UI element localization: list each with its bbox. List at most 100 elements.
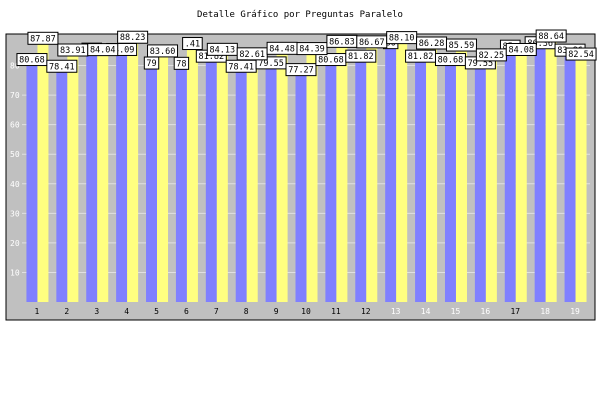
bar-series-2 (306, 52, 318, 303)
bar-series-2 (396, 41, 408, 303)
data-label: 81.82 (199, 52, 225, 62)
chart-title: Detalle Gráfico por Preguntas Paralelo (197, 10, 403, 20)
data-label-box (147, 44, 179, 58)
data-label-box (87, 43, 119, 57)
y-tick-label: 40 (10, 180, 20, 189)
data-label-box (345, 49, 377, 63)
bar-series-1 (355, 60, 367, 302)
data-label-box (117, 30, 149, 44)
bar-series-1 (564, 54, 576, 302)
data-label: 79 (146, 59, 156, 69)
bar-series-2 (426, 46, 438, 303)
x-tick-label: 7 (214, 307, 219, 316)
data-label-box (285, 63, 317, 77)
data-label: 84.39 (299, 45, 325, 55)
bar-series-1 (86, 53, 98, 302)
data-label: 84.08 (508, 45, 534, 55)
data-label: 87.87 (30, 34, 56, 44)
data-label: 78 (176, 59, 186, 69)
data-label-box (505, 42, 537, 56)
x-tick-label: 19 (570, 307, 580, 316)
bar-series-1 (504, 50, 516, 302)
bar-series-2 (97, 53, 109, 302)
bar-series-2 (157, 54, 169, 302)
bar-series-2 (366, 45, 378, 302)
x-tick-label: 3 (94, 307, 99, 316)
data-label: 86.28 (419, 39, 445, 49)
bar-series-2 (545, 40, 557, 302)
bar-series-1 (116, 53, 128, 303)
x-tick-label: 18 (540, 307, 550, 316)
data-label: 79.55 (468, 59, 494, 69)
data-label: 78.41 (49, 62, 75, 72)
data-label: 84.48 (269, 44, 295, 54)
y-tick-label: 60 (10, 121, 20, 130)
bar-series-1 (474, 66, 486, 302)
bar-series-1 (385, 46, 397, 302)
bar-series-1 (415, 60, 427, 302)
data-label: 80.68 (19, 56, 45, 66)
bar-series-2 (37, 42, 49, 302)
bar-series-1 (56, 70, 68, 303)
x-tick-label: 9 (274, 307, 279, 316)
bar-series-2 (485, 58, 497, 303)
bar-series-2 (127, 41, 139, 303)
x-tick-label: 10 (301, 307, 311, 316)
bar-series-2 (575, 58, 587, 302)
data-label: .41 (185, 40, 200, 50)
bar-series-1 (534, 46, 546, 302)
data-label-box (565, 47, 597, 61)
data-label: 86.67 (359, 38, 385, 48)
bar-series-1 (146, 67, 158, 303)
data-label: 88.10 (389, 34, 415, 44)
x-tick-label: 13 (391, 307, 401, 316)
data-label-box (27, 31, 59, 45)
bar-series-2 (276, 52, 288, 302)
data-label: 83.91 (60, 46, 86, 56)
x-tick-label: 5 (154, 307, 159, 316)
data-label: 88.64 (538, 32, 564, 42)
bar-series-1 (295, 73, 307, 302)
data-label: 77.27 (288, 66, 314, 76)
data-label-box (173, 56, 190, 70)
x-tick-label: 11 (331, 307, 341, 316)
bar-series-2 (216, 53, 228, 303)
x-tick-label: 2 (64, 307, 69, 316)
data-label-box (16, 53, 48, 67)
bar-series-1 (26, 63, 38, 302)
y-tick-label: 30 (10, 209, 20, 218)
data-label: 82.25 (479, 51, 505, 61)
data-label: 78.41 (228, 62, 254, 72)
data-label: 88.23 (120, 33, 146, 43)
x-tick-label: 6 (184, 307, 189, 316)
x-tick-label: 1 (35, 307, 40, 316)
x-tick-label: 16 (481, 307, 491, 316)
data-label: 82.61 (239, 50, 265, 60)
data-label-box (182, 37, 203, 51)
bar-series-2 (336, 45, 348, 302)
x-tick-label: 12 (361, 307, 371, 316)
data-label-box (445, 38, 477, 52)
data-label: 84.13 (210, 45, 236, 55)
data-label: 79.55 (258, 59, 284, 69)
data-label: 83.60 (150, 47, 176, 57)
data-label-box (296, 42, 328, 56)
y-tick-label: 50 (10, 150, 20, 159)
y-tick-label: 20 (10, 239, 20, 248)
x-tick-label: 4 (124, 307, 129, 316)
bar-series-2 (455, 49, 467, 303)
bar-series-1 (265, 66, 277, 302)
data-label: 81.82 (408, 52, 434, 62)
bar-series-2 (515, 53, 527, 302)
data-label: 86.83 (329, 37, 355, 47)
bar-series-1 (235, 70, 247, 303)
bar-series-2 (67, 53, 79, 303)
y-tick-label: 10 (10, 268, 20, 277)
data-label: 81.82 (348, 52, 374, 62)
x-tick-label: 17 (510, 307, 520, 316)
y-tick-label: 80 (10, 62, 20, 71)
data-label-box (535, 29, 567, 43)
data-label: 86.36 (527, 39, 553, 49)
bar-series-2 (186, 47, 198, 302)
